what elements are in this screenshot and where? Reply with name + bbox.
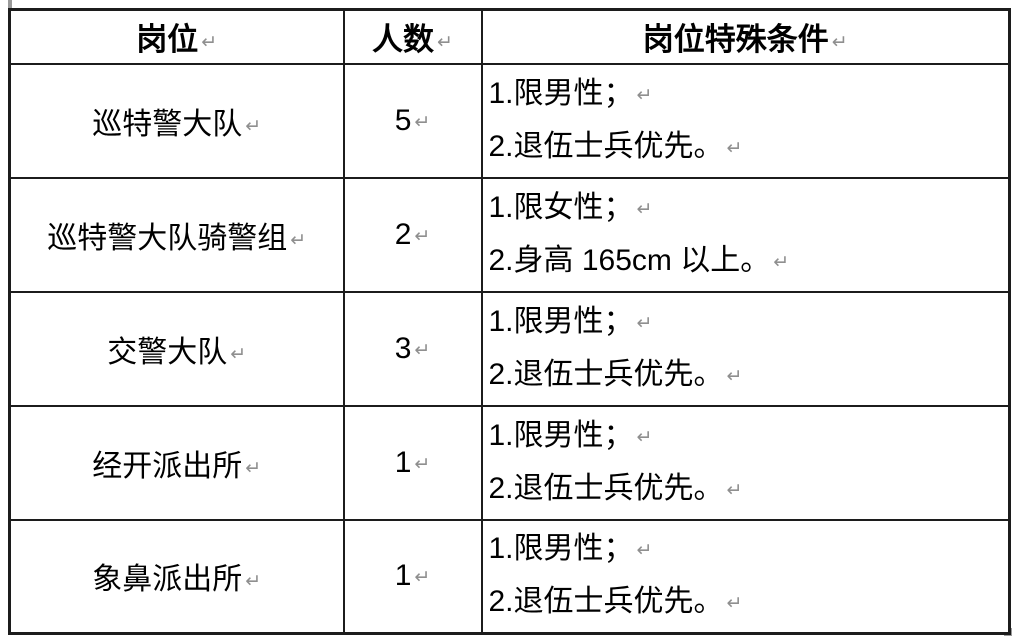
paragraph-mark-icon: ↵ [726,137,743,159]
paragraph-mark-icon: ↵ [636,84,653,106]
paragraph-mark-icon: ↵ [245,571,262,593]
condition-text: 2.退伍士兵优先。 [488,471,724,505]
paragraph-mark-icon: ↵ [230,343,247,365]
count-value: 1 [394,559,412,593]
condition-line: 2.退伍士兵优先。 ↵ [489,349,1003,402]
condition-line: 1.限男性； ↵ [489,523,1003,576]
paragraph-mark-icon: ↵ [726,593,743,615]
condition-text: 2.退伍士兵优先。 [488,585,724,619]
conditions-cell[interactable]: 1.限男性； ↵ 2.退伍士兵优先。 ↵ [480,518,1011,635]
count-value: 1 [394,445,412,479]
condition-line: 2.退伍士兵优先。 ↵ [489,463,1003,516]
condition-line: 1.限男性； ↵ [489,296,1003,349]
count-cell[interactable]: 3 ↵ [342,290,483,407]
header-conditions-label: 岗位特殊条件 [642,22,829,58]
paragraph-mark-icon: ↵ [290,229,307,251]
condition-text: 2.退伍士兵优先。 [488,357,724,391]
conditions-cell[interactable]: 1.限男性； ↵ 2.退伍士兵优先。 ↵ [480,290,1011,407]
condition-line: 2.退伍士兵优先。 ↵ [489,576,1003,629]
paragraph-mark-icon: ↵ [414,453,431,475]
paragraph-mark-icon: ↵ [636,426,653,448]
paragraph-mark-icon: ↵ [636,540,653,562]
paragraph-mark-icon: ↵ [201,32,218,54]
paragraph-mark-icon: ↵ [437,32,453,54]
count-cell[interactable]: 1 ↵ [342,518,483,635]
paragraph-mark-icon: ↵ [245,457,262,479]
condition-line: 1.限女性； ↵ [489,182,1003,235]
position-cell[interactable]: 交警大队 ↵ [8,290,345,407]
paragraph-mark-icon: ↵ [831,32,848,54]
paragraph-mark-icon: ↵ [245,115,262,137]
conditions-cell[interactable]: 1.限男性； ↵ 2.退伍士兵优先。 ↵ [480,404,1011,521]
conditions-cell[interactable]: 1.限女性； ↵ 2.身高 165cm 以上。 ↵ [480,176,1011,293]
count-cell[interactable]: 2 ↵ [342,176,483,293]
count-value: 3 [394,331,412,365]
condition-line: 2.退伍士兵优先。 ↵ [489,121,1003,174]
paragraph-mark-icon: ↵ [414,339,431,361]
condition-text: 1.限男性； [488,304,634,338]
paragraph-mark-icon: ↵ [726,365,743,387]
position-value: 巡特警大队 [92,107,243,141]
condition-line: 2.身高 165cm 以上。 ↵ [489,235,1003,288]
position-value: 象鼻派出所 [92,563,243,597]
condition-line: 1.限男性； ↵ [489,68,1003,121]
condition-text: 1.限男性； [488,418,634,452]
position-value: 交警大队 [107,335,228,369]
count-value: 2 [394,217,412,251]
condition-text: 1.限女性； [488,190,634,224]
conditions-cell[interactable]: 1.限男性； ↵ 2.退伍士兵优先。 ↵ [480,62,1011,179]
position-cell[interactable]: 象鼻派出所 ↵ [8,518,345,635]
header-cell-conditions[interactable]: 岗位特殊条件 ↵ [480,8,1011,65]
position-cell[interactable]: 巡特警大队 ↵ [8,62,345,179]
header-position-label: 岗位 [136,22,199,58]
table-row: 交警大队 ↵ 3 ↵ 1.限男性； ↵ 2.退伍士兵优先。 ↵ [8,290,1011,407]
paragraph-mark-icon: ↵ [414,225,431,247]
condition-text: 1.限男性； [488,532,634,566]
condition-text: 2.退伍士兵优先。 [488,129,724,163]
table-move-handle-tick [8,0,12,9]
condition-line: 1.限男性； ↵ [489,410,1003,463]
paragraph-mark-icon: ↵ [636,312,653,334]
table-header-row: 岗位 ↵ 人数 ↵ 岗位特殊条件 ↵ [8,8,1011,65]
paragraph-mark-icon: ↵ [773,251,790,273]
paragraph-mark-icon: ↵ [414,567,431,589]
position-cell[interactable]: 经开派出所 ↵ [8,404,345,521]
count-cell[interactable]: 1 ↵ [342,404,483,521]
header-count-label: 人数 [372,22,435,58]
position-value: 巡特警大队骑警组 [47,221,288,255]
table-row: 经开派出所 ↵ 1 ↵ 1.限男性； ↵ 2.退伍士兵优先。 ↵ [8,404,1011,521]
position-cell[interactable]: 巡特警大队骑警组 ↵ [8,176,345,293]
table-row: 巡特警大队骑警组 ↵ 2 ↵ 1.限女性； ↵ 2.身高 165cm 以上。 ↵ [8,176,1011,293]
paragraph-mark-icon: ↵ [636,198,653,220]
count-value: 5 [394,103,412,137]
position-value: 经开派出所 [92,449,243,483]
table-row: 象鼻派出所 ↵ 1 ↵ 1.限男性； ↵ 2.退伍士兵优先。 ↵ [8,518,1011,635]
table-row: 巡特警大队 ↵ 5 ↵ 1.限男性； ↵ 2.退伍士兵优先。 ↵ [8,62,1011,179]
paragraph-mark-icon: ↵ [414,111,431,133]
condition-text: 1.限男性； [488,76,634,110]
header-cell-position[interactable]: 岗位 ↵ [8,8,345,65]
positions-table: 岗位 ↵ 人数 ↵ 岗位特殊条件 ↵ 巡特警大队 ↵ 5 ↵ 1.限男性； ↵ 2.退伍士兵… [8,8,1011,635]
count-cell[interactable]: 5 ↵ [342,62,483,179]
header-cell-count[interactable]: 人数 ↵ [342,8,483,65]
condition-text: 2.身高 165cm 以上。 [488,243,771,277]
paragraph-mark-icon: ↵ [726,479,743,501]
